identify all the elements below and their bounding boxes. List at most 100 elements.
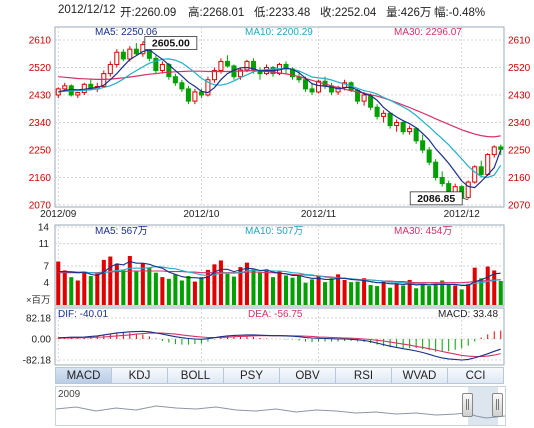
candle	[153, 55, 159, 74]
volume-bar	[95, 272, 100, 305]
vol-legend-ma10: MA10: 507万	[245, 226, 303, 237]
candle-body	[114, 51, 120, 65]
candle-body	[211, 70, 217, 81]
volume-bar	[453, 285, 458, 305]
volume-bar	[336, 274, 341, 305]
candle-body	[407, 128, 413, 133]
volume-bar	[257, 272, 262, 305]
tab-cci[interactable]: CCI	[448, 367, 504, 384]
volume-bar	[270, 277, 276, 305]
volume-bar	[160, 277, 165, 305]
price-tick-right: 2340	[508, 118, 531, 129]
candle-body	[133, 48, 139, 55]
volume-tick: 11	[39, 239, 50, 250]
candle-body	[153, 57, 159, 72]
candle-body	[179, 82, 185, 90]
price-tick-left: 2250	[29, 146, 52, 157]
volume-bar	[381, 281, 386, 305]
range-navigator[interactable]: 2009	[55, 386, 506, 426]
macd-tick: -82.18	[23, 356, 52, 367]
candle	[205, 76, 211, 97]
candle	[420, 134, 426, 154]
price-y-axis-right: 2610 2520 2430 2340 2250 2160 2070	[508, 36, 531, 212]
candle	[426, 146, 432, 166]
price-tick-right: 2160	[508, 173, 531, 184]
macd-y-axis: 82.18 0.00 -82.18	[23, 314, 52, 367]
tab-obv[interactable]: OBV	[280, 367, 336, 384]
volume-bar	[362, 278, 367, 305]
candle-body	[172, 76, 178, 84]
candle-body	[465, 181, 471, 198]
volume-bar	[401, 285, 406, 305]
tab-wvad[interactable]: WVAD	[392, 367, 448, 384]
candle-body	[205, 79, 211, 96]
tab-kdj[interactable]: KDJ	[112, 367, 168, 384]
candle-body	[478, 166, 484, 175]
price-tick-right: 2250	[508, 146, 531, 157]
candle-body	[107, 63, 113, 75]
candle-body	[439, 177, 445, 185]
macd-panel: 82.180.00-82.18 DIF: -40.01 DEA: -56.75 …	[23, 307, 505, 367]
candle-body	[316, 80, 322, 93]
legend-ma30: MA30: 2296.07	[394, 27, 462, 38]
volume-bar	[446, 284, 451, 305]
volume-ma5-line	[58, 260, 501, 287]
annotation-box	[144, 36, 198, 50]
candle	[465, 180, 471, 199]
price-x-axis: 2012/09 2012/10 2012/11 2012/12	[40, 209, 480, 220]
candle	[400, 120, 406, 135]
candle	[309, 82, 315, 95]
candle-body	[426, 149, 432, 163]
price-tick-right: 2610	[508, 36, 531, 47]
candle	[75, 91, 81, 99]
header-high: 高:2268.01	[188, 7, 245, 19]
price-tick-right: 2070	[508, 201, 531, 212]
volume-bar	[69, 277, 74, 305]
candle	[211, 67, 217, 83]
volume-bar	[349, 282, 354, 305]
candle	[107, 61, 113, 77]
macd-dif-line	[58, 330, 501, 361]
candle-body	[244, 60, 250, 71]
volume-bar	[316, 275, 321, 305]
tab-psy[interactable]: PSY	[224, 367, 280, 384]
volume-bar	[264, 269, 269, 305]
candle-body	[198, 91, 204, 96]
volume-bar	[192, 281, 197, 305]
candle-body	[101, 73, 107, 87]
price-tick-right: 2520	[508, 63, 531, 74]
candle	[498, 144, 504, 156]
candle	[478, 160, 484, 178]
candle	[133, 43, 139, 56]
tab-boll[interactable]: BOLL	[168, 367, 224, 384]
volume-bar	[420, 284, 425, 305]
candle	[407, 125, 413, 135]
navigator-left-handle[interactable]	[462, 393, 473, 417]
tab-rsi[interactable]: RSI	[336, 367, 392, 384]
candle-body	[381, 112, 387, 117]
candle-body	[433, 161, 439, 179]
navigator-trend	[56, 405, 505, 419]
candle	[244, 59, 250, 73]
price-tick-right: 2430	[508, 91, 531, 102]
candle-body	[62, 85, 68, 90]
annotation-pointer	[462, 197, 469, 201]
price-y-axis-left: 2610 2520 2430 2340 2250 2160 2070	[29, 36, 52, 212]
candle-body	[413, 128, 419, 142]
navigator-right-handle[interactable]	[492, 393, 503, 417]
volume-bar	[82, 271, 87, 305]
price-annotations: 2605.00 2086.85	[142, 36, 469, 206]
candle	[439, 171, 445, 187]
volume-bars	[56, 255, 503, 305]
tab-macd[interactable]: MACD	[55, 367, 112, 384]
candle	[413, 127, 419, 144]
volume-bar	[218, 260, 223, 305]
macd-tick: 0.00	[32, 335, 52, 346]
volume-tick: 7	[43, 262, 49, 273]
volume-bar	[290, 277, 295, 305]
header-open: 开:2260.09	[120, 7, 177, 19]
candlestick-series	[55, 41, 504, 200]
price-ma30-line	[58, 69, 501, 138]
legend-ma5: MA5: 2250.06	[95, 27, 158, 38]
candle-body	[303, 79, 309, 90]
